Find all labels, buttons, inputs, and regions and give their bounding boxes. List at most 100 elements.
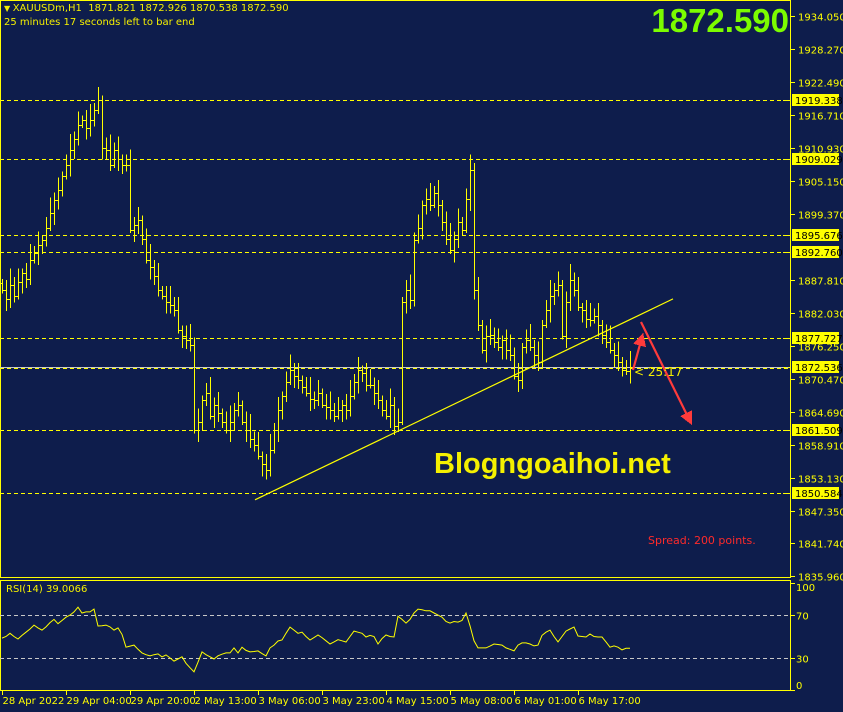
ohlc-bar <box>596 302 601 337</box>
ohlc-bar <box>260 451 265 477</box>
ohlc-bar <box>628 350 633 384</box>
ohlc-bar <box>360 365 365 383</box>
ohlc-bar <box>16 268 21 300</box>
time-tick-label: 3 May 23:00 <box>323 696 385 707</box>
ohlc-bar <box>44 217 49 247</box>
ohlc-bar <box>504 329 509 360</box>
ohlc-bar <box>432 185 437 209</box>
price-tick-label: 1835.960 <box>798 573 843 584</box>
ohlc-bar <box>352 374 357 400</box>
ohlc-bar <box>356 357 361 394</box>
ohlc-bar <box>188 324 193 352</box>
ohlc-bar <box>384 399 389 420</box>
ohlc-bar <box>52 192 57 226</box>
price-tick-label: 1870.470 <box>798 376 843 387</box>
ohlc-bar <box>156 262 161 297</box>
ohlc-bar <box>508 334 513 362</box>
time-tick-label: 28 Apr 2022 <box>3 696 65 707</box>
ohlc-bar <box>132 217 137 242</box>
level-label-box <box>792 332 839 344</box>
ohlc-bar <box>216 391 221 423</box>
ohlc-bar <box>568 264 573 311</box>
ohlc-bar <box>580 302 585 323</box>
ohlc-bar <box>604 324 609 348</box>
ohlc-bar <box>584 300 589 328</box>
ohlc-bar <box>492 327 497 348</box>
ohlc-bar <box>140 215 145 246</box>
ohlc-bar <box>64 154 69 180</box>
countdown-label: < 25:17 <box>634 365 683 379</box>
price-tick-label: 1853.130 <box>798 475 843 486</box>
ohlc-bar <box>332 402 337 423</box>
ohlc-bar <box>224 411 229 434</box>
ohlc-bar <box>528 324 533 351</box>
ohlc-bar <box>576 277 581 311</box>
level-label: 1850.584 <box>795 489 843 500</box>
ohlc-bar <box>124 154 129 172</box>
ohlc-bar <box>328 391 333 420</box>
ohlc-bar <box>404 280 409 314</box>
ohlc-bar <box>88 104 93 137</box>
level-label: 1861.509 <box>795 426 843 437</box>
level-label-box <box>792 229 839 241</box>
ohlc-bar <box>268 434 273 477</box>
ohlc-bar <box>388 388 393 428</box>
current-price-display: 1872.590 <box>651 2 789 39</box>
time-tick-label: 3 May 06:00 <box>259 696 321 707</box>
ohlc-bar <box>0 278 5 294</box>
ohlc-bar <box>516 362 521 392</box>
ohlc-bar <box>220 408 225 428</box>
time-tick-label: 4 May 15:00 <box>387 696 449 707</box>
level-label-box <box>792 424 839 436</box>
price-tick-label: 1934.050 <box>798 13 843 24</box>
main-frame <box>0 0 791 578</box>
time-tick-label: 29 Apr 20:00 <box>131 696 196 707</box>
ohlc-bar <box>408 274 413 310</box>
ohlc-bar <box>308 377 313 411</box>
level-label-box <box>792 153 839 165</box>
level-label-box <box>792 246 839 258</box>
ohlc-bar <box>168 285 173 314</box>
rsi-axis-label: 30 <box>796 655 809 666</box>
ohlc-bar <box>472 163 477 300</box>
level-label: 1877.727 <box>795 334 843 345</box>
ohlc-bar <box>288 354 293 386</box>
time-tick-label: 2 May 13:00 <box>195 696 257 707</box>
arrow-down-icon[interactable] <box>640 321 693 425</box>
ohlc-bar <box>236 391 241 417</box>
ohlc-bar <box>616 341 621 371</box>
ohlc-bar <box>240 400 245 426</box>
ohlc-bar <box>564 291 569 348</box>
price-tick-label: 1876.250 <box>798 343 843 354</box>
arrow-up-icon[interactable] <box>631 332 647 371</box>
ohlc-bar <box>120 154 125 174</box>
ohlc-bar <box>372 377 377 406</box>
symbol-header: ▼ XAUUSDm,H1 1871.821 1872.926 1870.538 … <box>4 3 289 14</box>
ohlc-bar <box>256 431 261 460</box>
time-tick-label: 5 May 08:00 <box>451 696 513 707</box>
ohlc-bar <box>232 402 237 431</box>
ohlc-bar <box>608 325 613 354</box>
ohlc-bar <box>320 388 325 408</box>
bid-label: 1872.536 <box>795 363 843 374</box>
ohlc-bar <box>556 271 561 297</box>
ohlc-bar <box>104 137 109 160</box>
ohlc-bar <box>36 231 41 266</box>
ohlc-bar <box>400 297 405 426</box>
rsi-axis-label: 0 <box>796 681 802 692</box>
trendline[interactable] <box>254 298 674 501</box>
ohlc-bar <box>588 302 593 327</box>
ohlc-bar <box>364 362 369 392</box>
triangle-down-icon[interactable]: ▼ <box>4 4 13 13</box>
ohlc-bar <box>440 200 445 231</box>
price-tick-label: 1882.030 <box>798 310 843 321</box>
ohlc-bar <box>276 397 281 443</box>
ohlc-bar <box>172 297 177 317</box>
ohlc-bar <box>60 171 65 197</box>
ohlc-bar <box>56 177 61 210</box>
ohlc-bar <box>184 325 189 350</box>
ohlc-bar <box>160 285 165 300</box>
price-tick-label: 1899.370 <box>798 211 843 222</box>
ohlc-bar <box>136 206 141 234</box>
